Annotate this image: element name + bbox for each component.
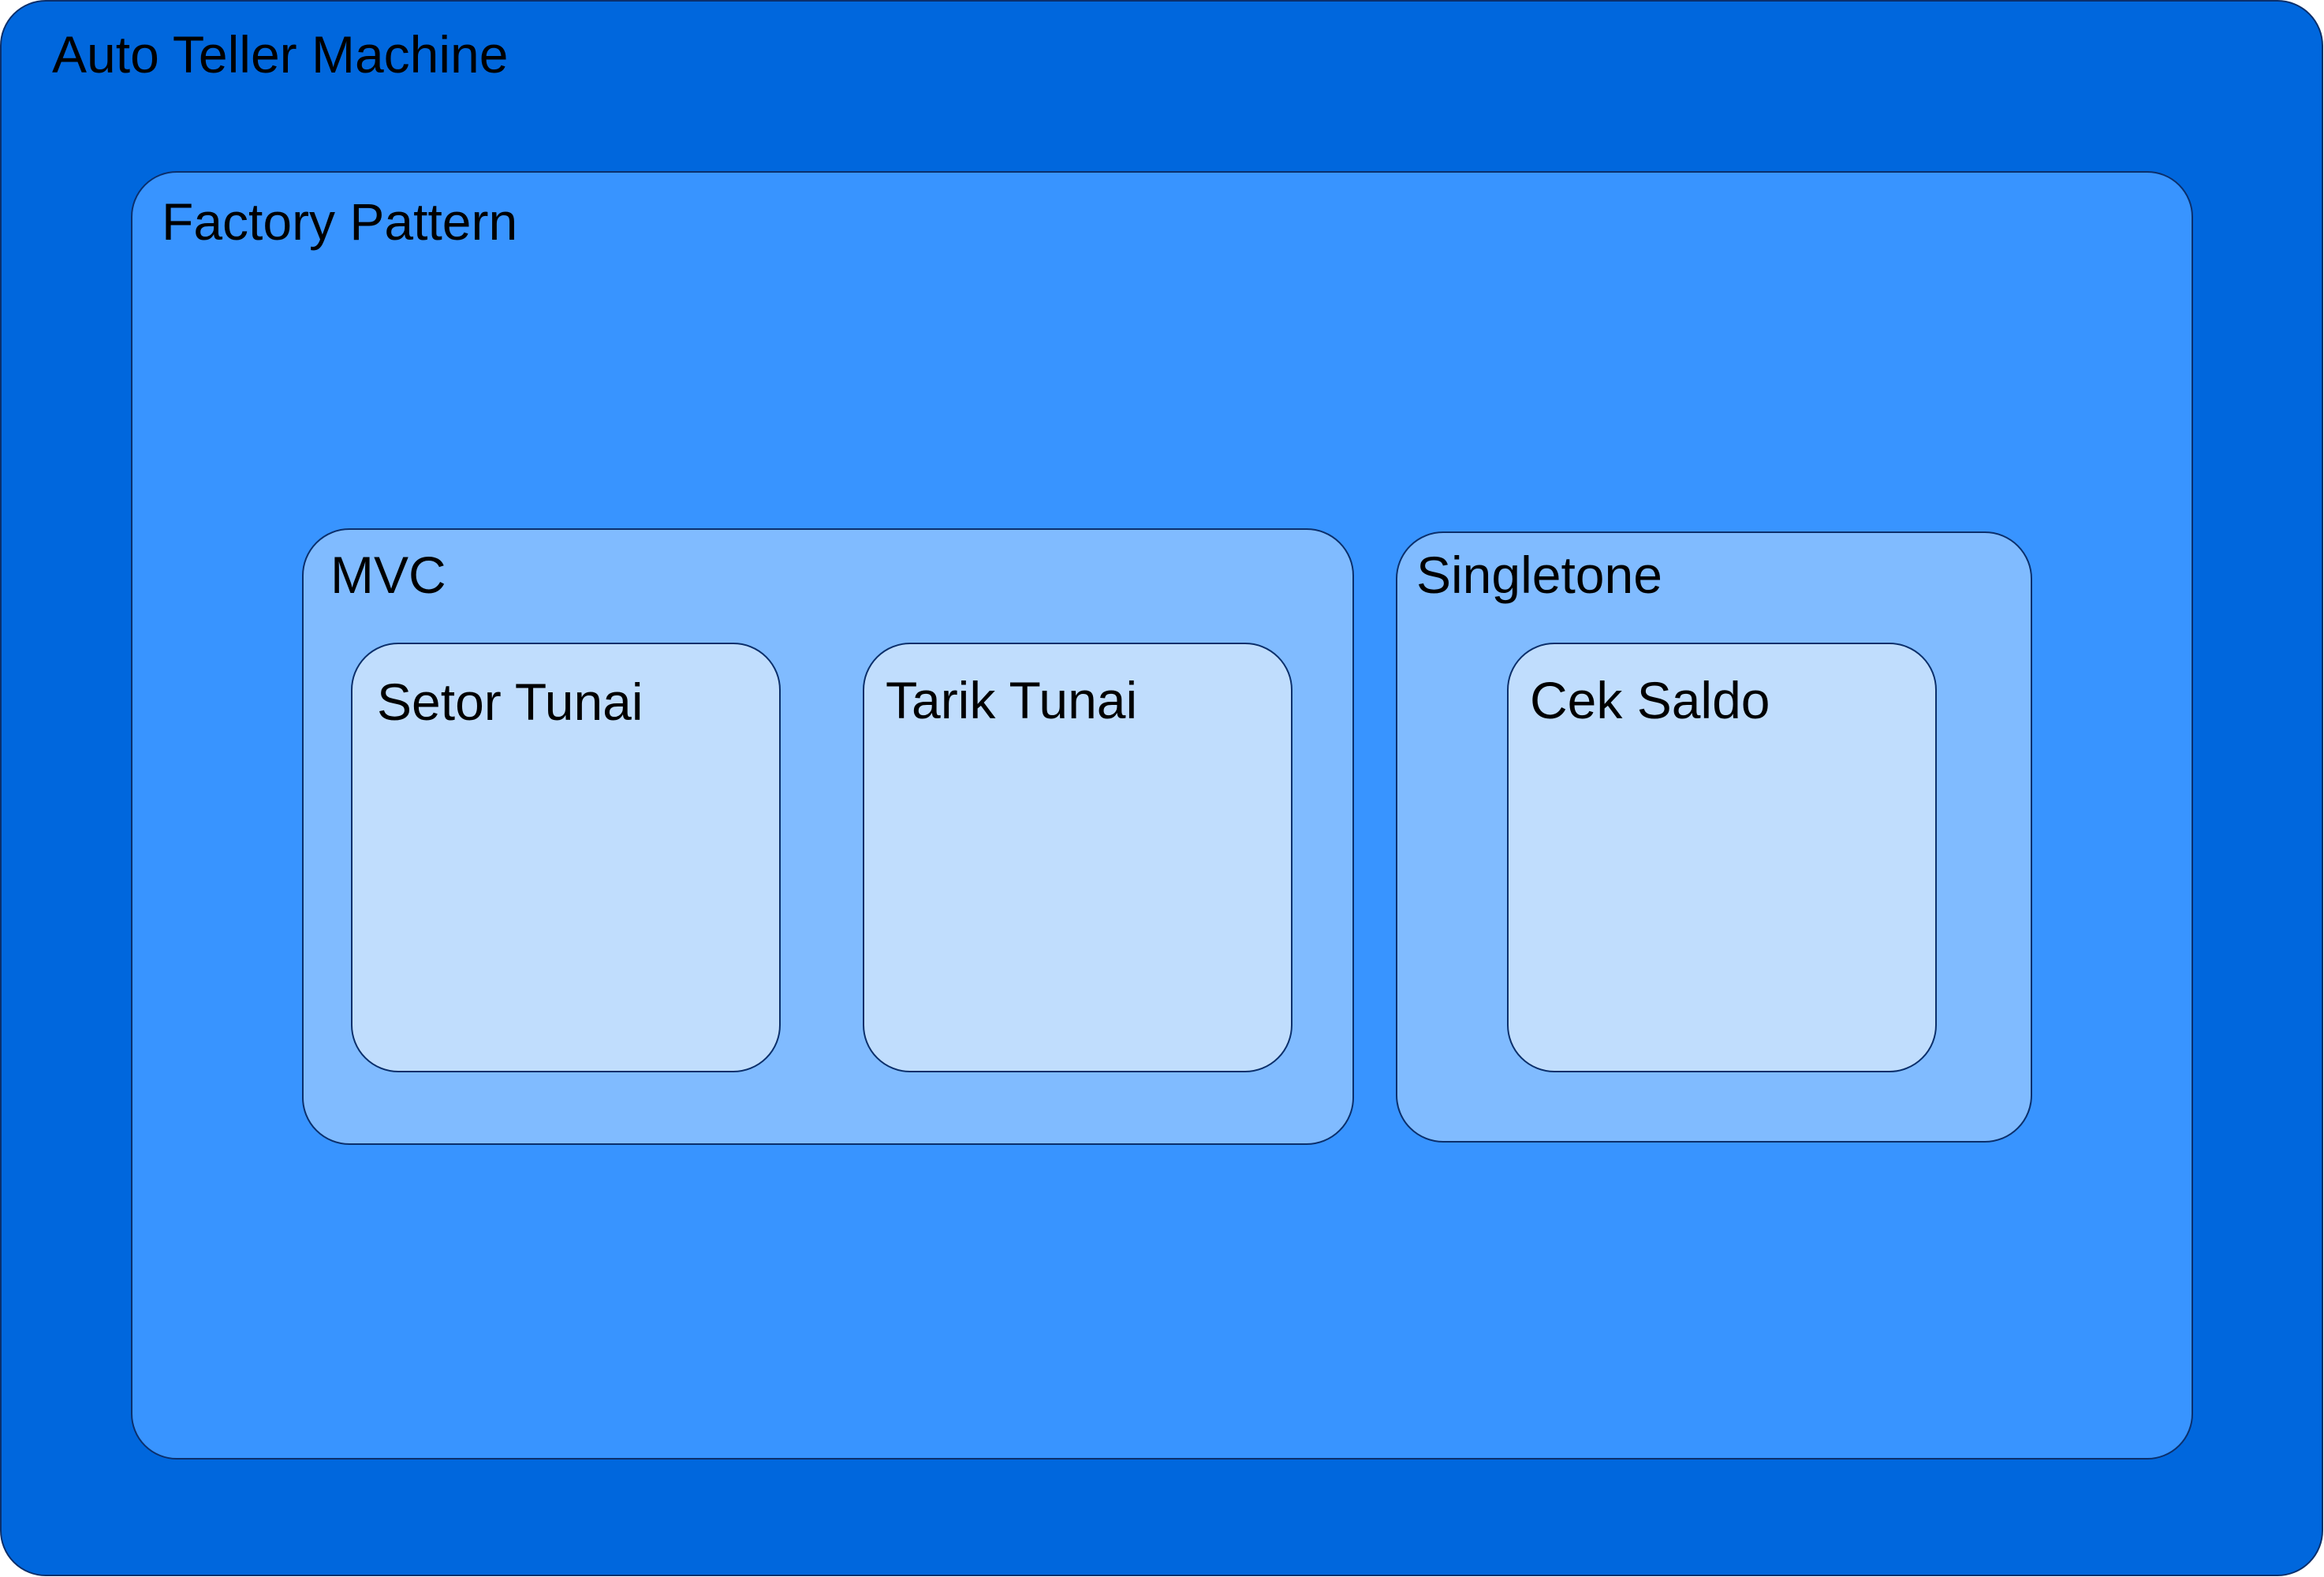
cek-saldo-box [1507, 643, 1937, 1072]
mvc-label: MVC [330, 546, 446, 604]
cek-saldo-label: Cek Saldo [1530, 671, 1770, 729]
factory-pattern-label: Factory Pattern [162, 192, 518, 251]
setor-tunai-label: Setor Tunai [377, 673, 643, 731]
tarik-tunai-box [863, 643, 1293, 1072]
setor-tunai-box [351, 643, 781, 1072]
tarik-tunai-label: Tarik Tunai [886, 671, 1138, 729]
singletone-label: Singletone [1416, 546, 1662, 604]
auto-teller-machine-label: Auto Teller Machine [52, 25, 509, 84]
